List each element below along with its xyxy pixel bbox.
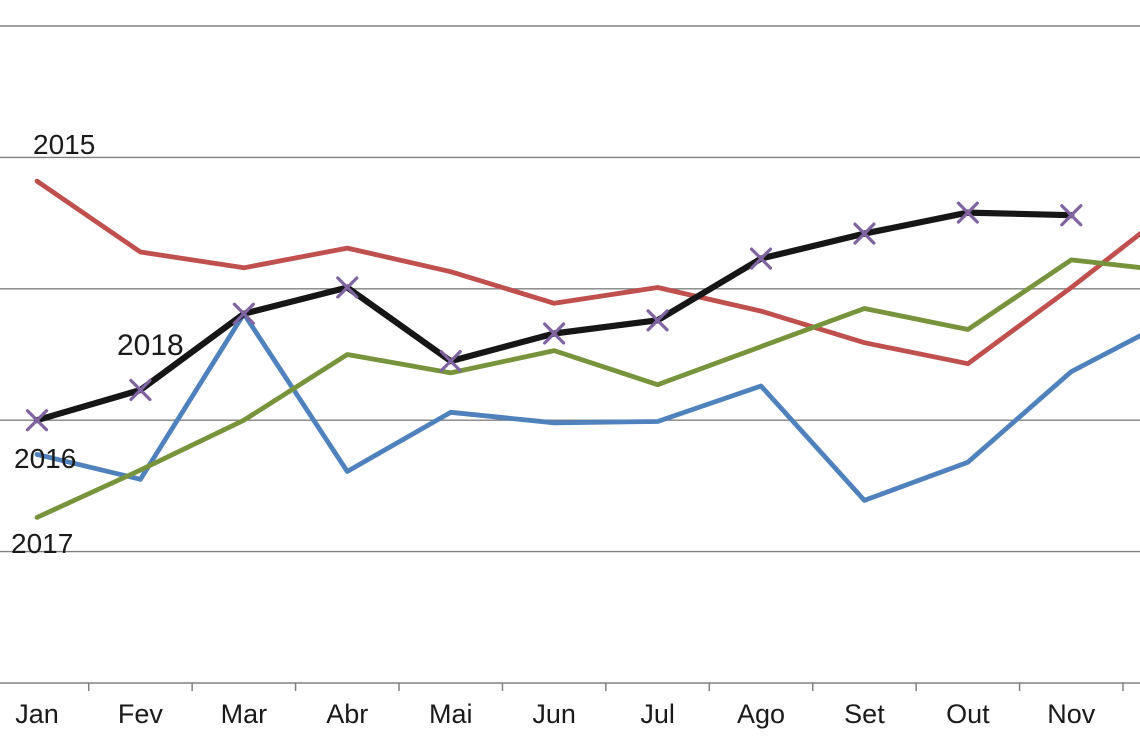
- x-axis-label-nov: Nov: [1047, 699, 1096, 729]
- x-axis-label-fev: Fev: [118, 699, 164, 729]
- series-label-2015: 2015: [33, 129, 96, 160]
- x-axis-label-mai: Mai: [429, 699, 473, 729]
- x-marker: [956, 201, 979, 224]
- x-axis-label-jun: Jun: [532, 699, 576, 729]
- series-line-2018: [33, 209, 1075, 424]
- x-marker: [1060, 204, 1083, 227]
- x-axis-label-abr: Abr: [326, 699, 368, 729]
- x-marker: [25, 409, 49, 432]
- series-label-2016: 2016: [14, 443, 77, 474]
- series-markers-2018: [25, 201, 1083, 432]
- x-axis-label-ago: Ago: [737, 699, 785, 729]
- x-axis-label-out: Out: [946, 699, 990, 729]
- x-marker: [232, 302, 255, 325]
- x-marker: [646, 309, 669, 332]
- x-marker: [129, 378, 152, 402]
- x-marker: [336, 276, 359, 299]
- x-axis-label-jan: Jan: [15, 699, 59, 729]
- gridlines: [0, 25, 1140, 553]
- x-axis-label-jul: Jul: [640, 699, 675, 729]
- x-axis-label-mar: Mar: [221, 699, 268, 729]
- x-marker: [543, 322, 566, 345]
- x-axis-label-set: Set: [844, 699, 885, 729]
- series-line-2017: [34, 257, 1140, 520]
- series-line-2016: [34, 311, 1140, 503]
- x-marker: [853, 222, 876, 245]
- series-label-2017: 2017: [11, 528, 74, 559]
- series-line-2015: [34, 178, 1140, 367]
- x-axis-labels: Jan Fev Mar Abr Mai Jun Jul Ago Set Out Nov: [15, 699, 1096, 729]
- series-label-2018: 2018: [117, 329, 184, 362]
- x-marker: [749, 247, 773, 270]
- x-axis-ticks: [87, 683, 1124, 691]
- x-marker: [439, 349, 462, 373]
